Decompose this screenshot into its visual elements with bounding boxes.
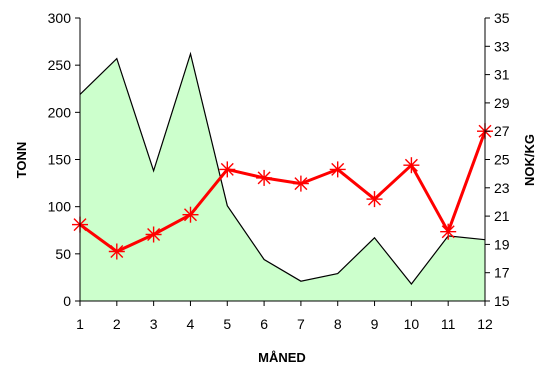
- x-tick-label: 8: [334, 316, 342, 332]
- left-tick-label: 200: [48, 104, 72, 120]
- x-tick-label: 7: [297, 316, 305, 332]
- x-tick-label: 2: [113, 316, 121, 332]
- tick-labels: 0501001502002503001517192123252729313335…: [48, 10, 510, 332]
- asterisk-stroke: [220, 162, 234, 176]
- left-tick-label: 0: [63, 293, 71, 309]
- right-tick-label: 29: [494, 95, 510, 111]
- price-point-8: [329, 161, 346, 178]
- price-point-7: [292, 175, 309, 192]
- x-tick-label: 6: [260, 316, 268, 332]
- x-tick-label: 11: [441, 316, 456, 332]
- left-tick-label: 100: [48, 199, 72, 215]
- price-point-6: [256, 169, 273, 186]
- right-tick-label: 19: [494, 236, 510, 252]
- area-series-line: [79, 51, 486, 285]
- price-series-line: [79, 130, 487, 253]
- right-tick-label: 15: [494, 293, 510, 309]
- asterisk-stroke: [147, 228, 161, 241]
- left-tick-label: 150: [48, 152, 72, 168]
- x-tick-label: 3: [150, 316, 158, 332]
- price-point-10: [403, 157, 420, 174]
- plot-area: [72, 51, 493, 301]
- price-point-5: [219, 161, 236, 178]
- left-tick-label: 50: [55, 246, 71, 262]
- price-point-11: [440, 223, 457, 240]
- y-axis-title-left: TONN: [14, 142, 29, 179]
- asterisk-stroke: [257, 171, 271, 185]
- price-point-9: [366, 191, 383, 208]
- price-point-4: [182, 206, 199, 223]
- asterisk-stroke: [294, 177, 308, 191]
- right-tick-label: 31: [494, 67, 510, 83]
- price-point-2: [108, 243, 125, 260]
- right-tick-label: 25: [494, 152, 510, 168]
- right-tick-label: 35: [494, 10, 510, 26]
- asterisk-stroke: [441, 225, 455, 239]
- right-tick-label: 27: [494, 123, 510, 139]
- right-tick-label: 21: [494, 208, 510, 224]
- left-tick-label: 300: [48, 10, 72, 26]
- asterisk-stroke: [331, 162, 345, 176]
- x-tick-label: 5: [223, 316, 231, 332]
- asterisk-stroke: [368, 192, 381, 206]
- right-tick-label: 33: [494, 38, 510, 54]
- x-tick-label: 10: [404, 316, 420, 332]
- right-tick-label: 23: [494, 180, 510, 196]
- asterisk-stroke: [184, 208, 197, 222]
- x-tick-label: 12: [477, 316, 493, 332]
- x-tick-label: 9: [371, 316, 379, 332]
- axes: [75, 17, 490, 306]
- x-tick-label: 4: [187, 316, 195, 332]
- right-tick-label: 17: [494, 265, 510, 281]
- price-point-3: [145, 226, 162, 243]
- left-tick-label: 250: [48, 57, 72, 73]
- asterisk-stroke: [404, 158, 418, 172]
- y-axis-title-right: NOK/KG: [522, 134, 537, 186]
- x-axis-title: MÅNED: [258, 350, 306, 365]
- x-tick-label: 1: [76, 316, 84, 332]
- area-fill: [80, 53, 485, 301]
- asterisk-stroke: [110, 245, 124, 258]
